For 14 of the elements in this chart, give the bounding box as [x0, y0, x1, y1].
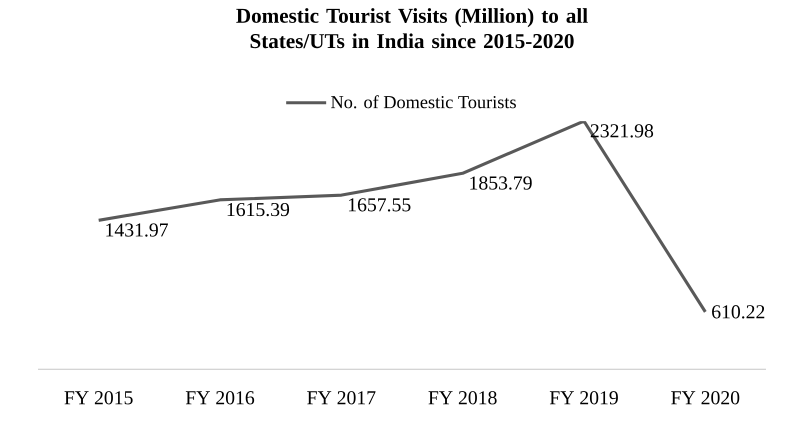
data-label: 1657.55 [348, 198, 410, 212]
x-tick-label: FY 2020 [671, 391, 740, 404]
x-tick-label: FY 2015 [64, 391, 133, 404]
chart-title: Domestic Tourist Visits (Million) to all States/UTs in India since 2015-2020 [236, 8, 588, 48]
x-tick-label: FY 2017 [307, 391, 376, 404]
x-tick-label: FY 2018 [428, 391, 497, 404]
x-tick-label: FY 2016 [186, 391, 254, 404]
data-label: 2321.98 [590, 124, 654, 138]
data-label: 1431.97 [106, 223, 168, 237]
data-label: 1853.79 [470, 176, 532, 190]
data-label: 1615.39 [228, 202, 290, 216]
x-tick-label: FY 2019 [550, 391, 618, 404]
data-label: 610.22 [712, 305, 764, 319]
legend-label: No. of Domestic Tourists [331, 95, 516, 108]
